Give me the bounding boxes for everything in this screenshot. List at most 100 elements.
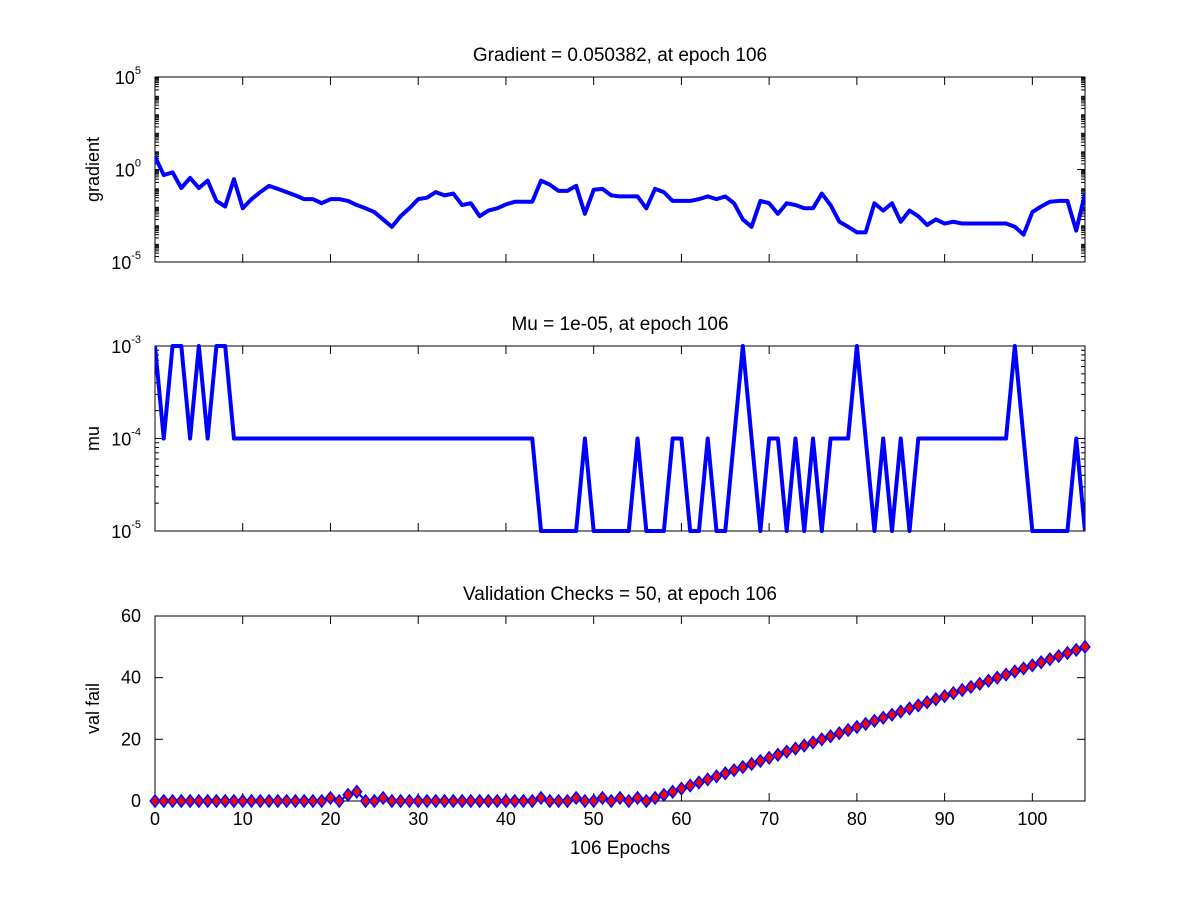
data-point [640,793,653,809]
data-point [737,759,749,775]
data-point [605,793,617,809]
y-tick-label: 105 [115,65,141,88]
data-point [1061,645,1074,661]
data-point [623,793,635,809]
series-line [155,344,1085,533]
x-tick-label: 80 [847,809,867,829]
data-point [1035,655,1047,670]
data-point [745,756,758,772]
data-point [938,688,951,704]
data-point [728,762,740,778]
x-tick-label: 50 [584,809,604,829]
data-point [851,719,863,735]
data-point [1017,661,1030,676]
data-point [254,793,267,809]
data-point [158,793,170,809]
x-axis-label: 106 Epochs [570,838,670,859]
data-point [649,790,661,806]
data-point [351,784,363,799]
data-point [315,793,328,809]
data-point [272,793,284,809]
data-point [763,750,775,766]
data-point [965,679,977,695]
data-point [166,793,179,809]
data-point [412,793,424,809]
subplot-3: Validation Checks = 50, at epoch 106 val … [83,584,1091,859]
data-point [921,695,933,710]
data-point [201,793,214,809]
data-point [342,787,354,803]
x-tick-label: 10 [233,809,253,829]
data-point [517,793,530,809]
data-point [1044,651,1056,667]
data-point [658,787,670,803]
data-point [236,793,249,809]
data-point [500,793,512,809]
y-axis-label: mu [83,426,103,451]
data-point [991,670,1004,685]
data-point [912,698,925,713]
data-point [456,793,468,809]
data-point [693,775,705,790]
x-tick-label: 60 [671,809,691,829]
data-point [245,793,258,809]
data-point [421,793,433,809]
data-point [877,710,889,725]
data-point [579,793,591,809]
data-point [561,793,574,809]
x-tick-label: 0 [150,809,160,829]
data-point [930,692,942,707]
y-tick-label: 10-3 [111,334,141,357]
data-point [570,790,582,806]
data-point [614,790,626,806]
axes-frame [154,615,1086,802]
data-point [473,793,486,809]
data-point [587,793,600,809]
y-tick-label: 10-5 [111,250,141,273]
y-tick-label: 20 [121,729,141,749]
data-point [219,793,231,809]
x-tick-label: 100 [1017,809,1047,829]
data-point [438,793,451,809]
data-point [701,772,714,787]
data-point [535,790,547,806]
x-tick-label: 90 [935,809,955,829]
data-point [368,793,381,809]
data-point [798,738,811,753]
data-point [859,716,872,732]
x-tick-label: 20 [320,809,340,829]
data-point [772,747,784,762]
data-point [1052,648,1065,664]
data-point [710,769,723,784]
data-point [403,793,416,809]
data-point [947,685,960,701]
data-point [263,793,275,809]
data-point [1026,658,1039,673]
subplot-title: Validation Checks = 50, at epoch 106 [463,584,777,605]
data-point [824,729,837,744]
data-point [149,793,161,809]
data-point [429,793,442,809]
y-axis-label: gradient [83,137,103,202]
data-point [1000,667,1012,682]
subplot-2: Mu = 1e-05, at epoch 106 mu 10-5 10-4 10-3 [83,314,1086,542]
data-point [280,793,293,809]
y-tick-label: 0 [131,791,141,811]
data-point [394,793,407,809]
data-point [973,676,986,692]
data-point [175,793,188,809]
data-point [482,793,495,809]
data-point [386,793,398,809]
data-point [719,766,732,781]
data-point [816,732,828,747]
data-point [982,673,995,688]
y-tick-label: 40 [121,668,141,688]
data-point [465,793,477,809]
data-point [666,784,679,799]
data-point [956,682,968,698]
data-point [886,707,898,722]
x-tick-label: 30 [408,809,428,829]
data-point [508,793,521,809]
data-point [491,793,503,809]
